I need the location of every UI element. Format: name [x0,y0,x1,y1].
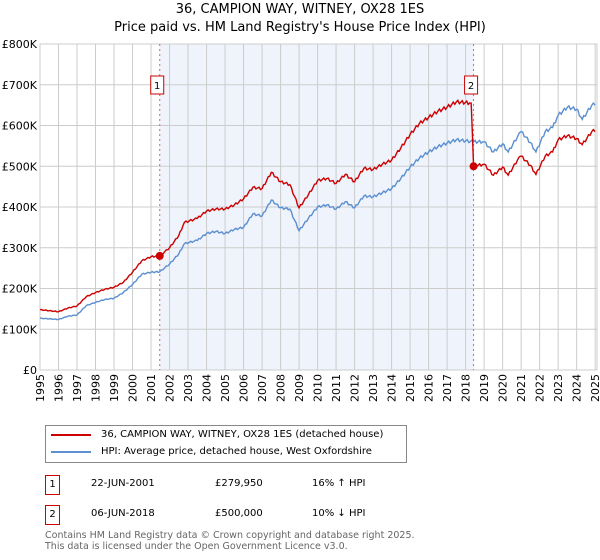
sale-label-box [150,75,165,95]
transaction-hpi-diff: 16% ↑ HPI [312,478,366,489]
x-tick-label: 2017 [441,374,454,402]
transaction-marker: 1 [45,475,60,495]
x-tick-label: 1999 [108,374,121,402]
x-tick-label: 2002 [164,374,177,402]
x-tick-label: 2004 [201,374,214,402]
x-tick-label: 2001 [145,374,158,402]
x-tick-label: 1995 [34,374,47,402]
y-tick-label: £600K [2,120,38,133]
price-chart: 1995 1996 1997 1998 1999 2000 2001 2002 2003 2004… [2,38,600,402]
transaction-marker: 2 [45,505,60,525]
transaction-row: 1 22-JUN-2001 £279,950 16% ↑ HPI [45,475,425,495]
x-tick-label: 2006 [238,374,251,402]
footer-licence: This data is licensed under the Open Gov… [45,541,348,552]
sale-label-box [464,75,479,95]
x-tick-label: 2020 [497,374,510,402]
x-tick-label: 2025 [589,374,600,402]
y-tick-label: £800K [2,38,38,51]
x-tick-label: 2014 [386,374,399,402]
y-tick-label: £500K [2,160,38,173]
x-tick-label: 2023 [552,374,565,402]
legend: 36, CAMPION WAY, WITNEY, OX28 1ES (detac… [45,425,407,463]
footer-copyright: Contains HM Land Registry data © Crown c… [45,530,415,541]
x-tick-label: 2022 [534,374,547,402]
x-tick-label: 2010 [312,374,325,402]
chart-title: 36, CAMPION WAY, WITNEY, OX28 1ES [175,2,425,17]
footer: Contains HM Land Registry data © Crown c… [45,530,415,552]
x-tick-label: 2009 [293,374,306,402]
transaction-date: 22-JUN-2001 [91,478,155,489]
sale-point [155,251,164,260]
x-tick-label: 2012 [349,374,362,402]
x-tick-label: 2016 [423,374,436,402]
sale-label: 1 [154,81,160,92]
y-tick-label: £200K [2,283,38,296]
legend-swatch-hpi [51,450,91,453]
y-tick-label: £100K [2,323,38,336]
y-tick-label: £300K [2,242,38,255]
x-tick-label: 2024 [571,374,584,402]
transaction-row: 2 06-JUN-2018 £500,000 10% ↓ HPI [45,505,425,525]
x-tick-label: 2015 [404,374,417,402]
x-tick-label: 2011 [330,374,343,402]
x-tick-label: 2019 [478,374,491,402]
x-tick-label: 2021 [515,374,528,402]
legend-label-property: 36, CAMPION WAY, WITNEY, OX28 1ES (detac… [101,429,384,440]
x-tick-label: 2003 [182,374,195,402]
x-tick-label: 2013 [367,374,380,402]
y-tick-label: £700K [2,79,38,92]
legend-label-hpi: HPI: Average price, detached house, West… [101,446,372,457]
x-tick-label: 2018 [460,374,473,402]
sale-point [469,162,478,171]
property-price-line [39,99,596,313]
sale-label: 2 [468,81,474,92]
x-tick-label: 1996 [53,374,66,402]
y-tick-label: £0 [23,364,37,377]
transaction-date: 06-JUN-2018 [91,508,155,519]
legend-swatch-property [51,433,91,436]
transaction-hpi-diff: 10% ↓ HPI [312,508,366,519]
x-tick-label: 1998 [90,374,103,402]
chart-subtitle: Price paid vs. HM Land Registry's House … [114,20,486,35]
transaction-price: £279,950 [215,478,263,489]
transaction-price: £500,000 [215,508,263,519]
x-tick-label: 2008 [275,374,288,402]
y-tick-label: £400K [2,201,38,214]
x-tick-label: 2005 [219,374,232,402]
x-tick-label: 2000 [127,374,140,402]
plot-frame [39,43,598,371]
x-tick-label: 2007 [256,374,269,402]
x-tick-label: 1997 [71,374,84,402]
hpi-line [39,101,596,321]
